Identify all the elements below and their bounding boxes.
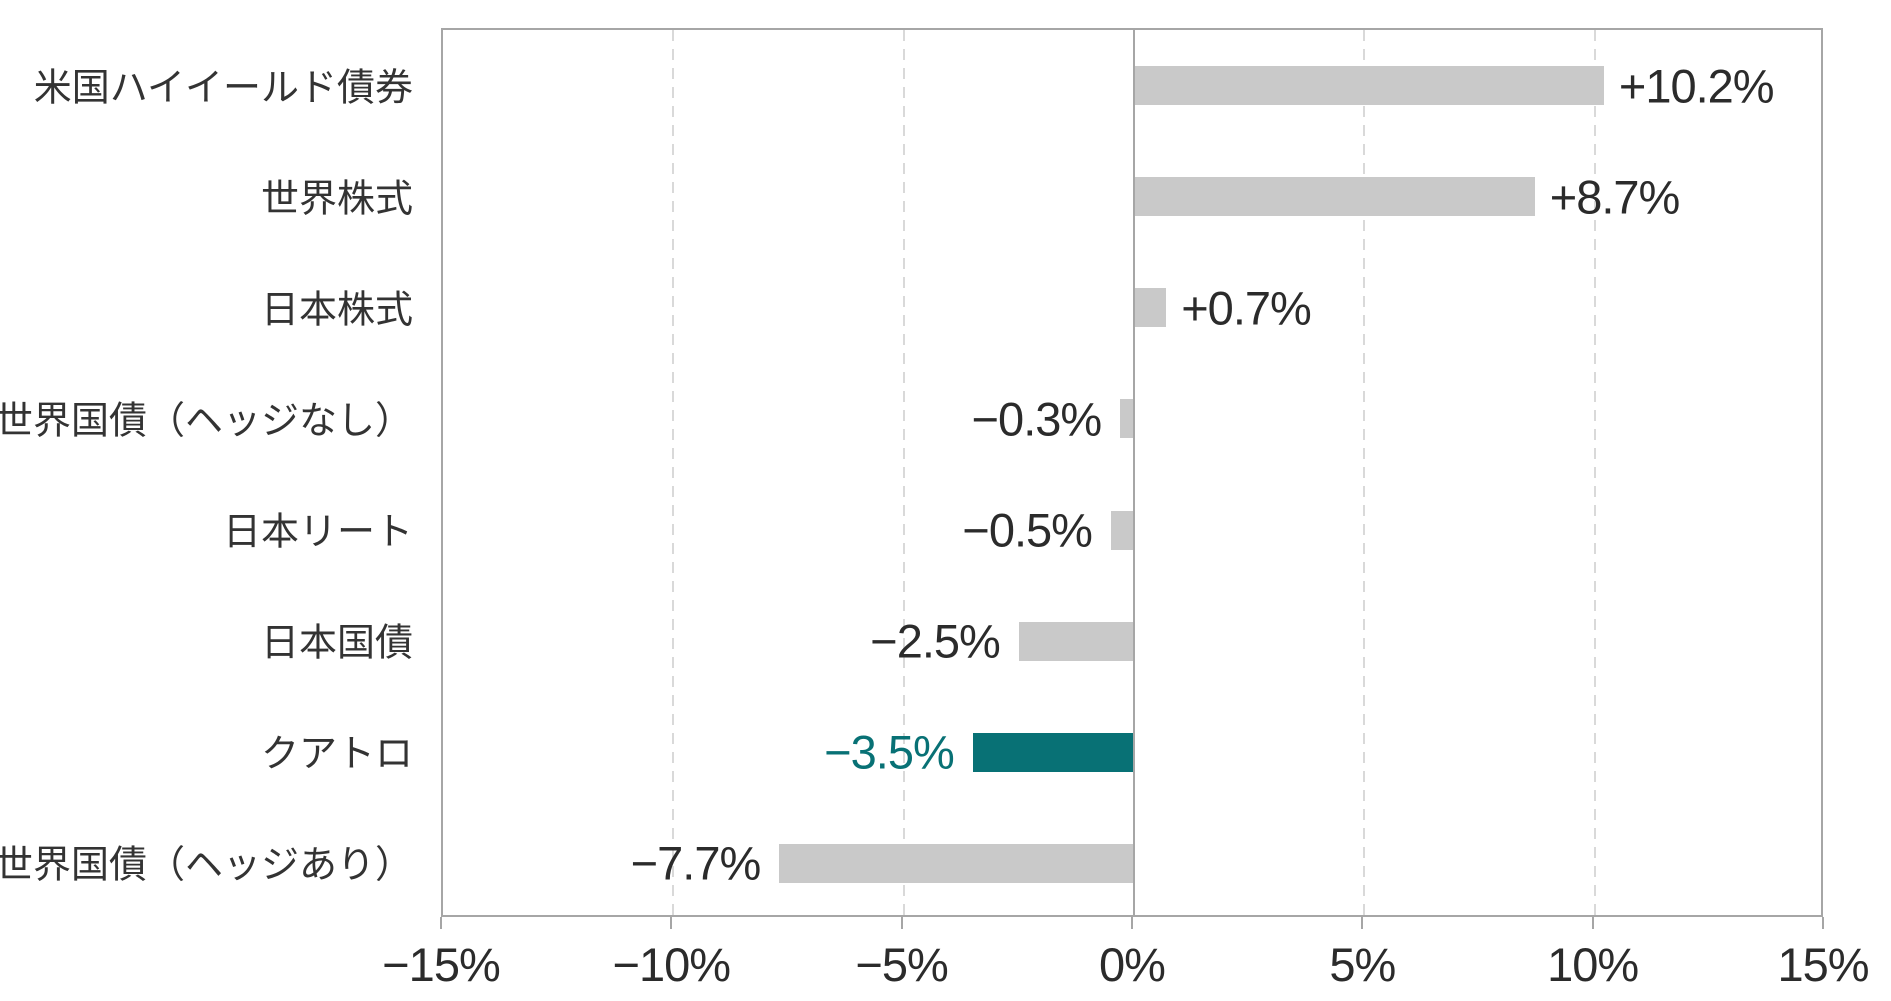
bar-1 [1134, 177, 1535, 217]
category-label-6: クアトロ [260, 733, 413, 776]
x-tick-label-5pct: 5% [1329, 938, 1396, 991]
value-label-4: −0.5% [962, 503, 1093, 557]
category-label-2: 日本株式 [260, 289, 413, 332]
x-tick-label--10pct: −10% [612, 938, 732, 991]
bar-2 [1134, 288, 1167, 328]
category-label-5: 日本国債 [260, 622, 413, 665]
category-label-4: 日本リート [222, 511, 413, 554]
gridline--10pct [672, 30, 675, 915]
x-tick-label--15pct: −15% [382, 938, 501, 991]
value-label-3: −0.3% [971, 392, 1103, 446]
value-label-0: +10.2% [1618, 59, 1775, 113]
x-tick-label-15pct: 15% [1777, 938, 1869, 991]
bar-0 [1134, 66, 1604, 106]
x-tick-label-10pct: 10% [1547, 938, 1639, 991]
x-tick-mark--10pct [670, 917, 673, 929]
bar-5 [1018, 621, 1134, 661]
value-label-7: −7.7% [630, 836, 762, 890]
category-axis: 米国ハイイールド債券世界株式日本株式世界国債（ヘッジなし） 日本リート日本国債クア… [0, 28, 413, 917]
x-tick-mark--5pct [900, 917, 903, 929]
x-axis: −15% −10% −5% 0% 5% 10% 15% [382, 917, 1870, 997]
category-label-0: 米国ハイイールド債券 [33, 67, 413, 110]
gridline-10pct [1593, 30, 1596, 915]
category-label-7: 世界国債（ヘッジあり） [0, 844, 413, 887]
x-tick-mark--15pct [440, 917, 442, 929]
x-tick-mark-15pct [1822, 917, 1824, 929]
category-label-1: 世界株式 [260, 178, 413, 221]
value-label-1: +8.7% [1549, 170, 1681, 224]
x-tick-mark-0pct [1131, 917, 1133, 929]
value-label-2: +0.7% [1181, 281, 1312, 335]
x-tick-mark-10pct [1591, 917, 1594, 929]
x-tick-mark-5pct [1361, 917, 1364, 929]
value-label-6: −3.5% [824, 725, 955, 779]
bar-7 [779, 843, 1134, 883]
bar-highlight-6 [972, 732, 1134, 772]
plot-area: +10.2% +8.7% +0.7% −0.3% −0.5% −2.5% −3.5% −7.7… [441, 28, 1823, 917]
zero-line [1133, 30, 1135, 915]
gridline--5pct [902, 30, 905, 915]
bar-4 [1110, 510, 1134, 550]
gridline-5pct [1363, 30, 1366, 915]
bar-3 [1120, 399, 1134, 439]
value-label-5: −2.5% [870, 614, 1001, 668]
x-tick-label-0pct: 0% [1099, 938, 1166, 991]
x-tick-label--5pct: −5% [855, 938, 948, 991]
category-label-3: 世界国債（ヘッジなし） [0, 400, 413, 443]
